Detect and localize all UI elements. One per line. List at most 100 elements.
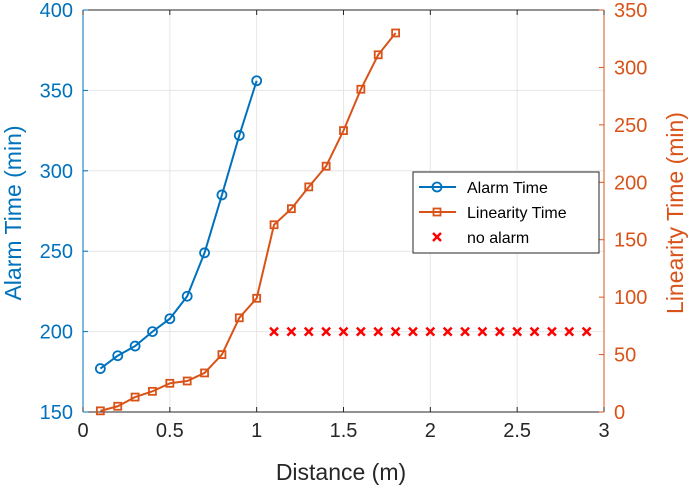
series-alarm-time bbox=[94, 75, 263, 374]
data-point bbox=[200, 368, 209, 378]
data-point bbox=[251, 75, 263, 87]
legend-alarm-label: Alarm Time bbox=[467, 180, 548, 197]
x-stroke bbox=[390, 326, 401, 337]
y-right-tick-label: 250 bbox=[614, 115, 647, 137]
data-point bbox=[529, 326, 540, 337]
x-stroke bbox=[547, 326, 557, 337]
legend: Alarm Time Linearity Time no alarm bbox=[412, 171, 600, 254]
x-tick-label: 0.5 bbox=[156, 420, 184, 442]
x-stroke bbox=[494, 326, 505, 337]
y-left-tick-label: 150 bbox=[40, 402, 73, 424]
data-point bbox=[460, 326, 470, 337]
tick-labels: 0 0.5 1 1.5 2 2.5 3 150 200 250 300 350 400 0 50 100 150… bbox=[40, 0, 648, 442]
data-point bbox=[130, 392, 140, 402]
y-right-tick-label: 300 bbox=[614, 57, 647, 79]
legend-linearity-marker bbox=[432, 207, 442, 217]
x-stroke bbox=[338, 326, 349, 337]
series-line-linearity-time bbox=[100, 32, 397, 412]
data-point bbox=[581, 326, 592, 337]
data-point bbox=[355, 326, 366, 337]
series-no-alarm bbox=[269, 326, 592, 337]
data-point bbox=[233, 130, 245, 141]
x-stroke bbox=[512, 326, 523, 337]
y-left-tick-label: 350 bbox=[40, 80, 73, 102]
x-stroke bbox=[408, 326, 418, 337]
y-axis-right-label: Linearity Time (min) bbox=[662, 112, 688, 314]
y-axis-left-label: Alarm Time (min) bbox=[0, 125, 26, 300]
x-tick-label: 0 bbox=[77, 420, 88, 442]
data-point bbox=[181, 290, 193, 302]
series bbox=[94, 28, 592, 416]
legend-no-alarm-label: no alarm bbox=[467, 230, 529, 247]
data-point bbox=[408, 326, 418, 337]
data-point bbox=[373, 326, 384, 337]
data-point bbox=[165, 378, 175, 388]
x-stroke bbox=[303, 326, 314, 337]
data-point bbox=[304, 182, 314, 192]
y-right-tick-label: 200 bbox=[614, 172, 647, 194]
data-point bbox=[373, 50, 383, 60]
x-stroke bbox=[373, 326, 384, 337]
data-point bbox=[95, 406, 105, 416]
data-point bbox=[182, 376, 192, 386]
y-left-tick-label: 400 bbox=[40, 0, 73, 22]
x-stroke bbox=[286, 326, 297, 337]
data-point bbox=[148, 386, 157, 396]
data-point bbox=[217, 350, 227, 359]
data-point bbox=[112, 350, 124, 362]
y-left-tick-label: 250 bbox=[40, 241, 73, 263]
data-point bbox=[391, 28, 401, 38]
y-right-tick-label: 350 bbox=[614, 0, 647, 22]
data-point bbox=[564, 326, 575, 337]
data-point bbox=[442, 326, 453, 337]
data-point bbox=[94, 363, 106, 374]
x-stroke bbox=[442, 326, 453, 337]
data-point bbox=[512, 326, 523, 337]
data-point bbox=[234, 313, 244, 323]
legend-alarm-marker bbox=[431, 181, 443, 193]
x-stroke bbox=[355, 326, 366, 337]
data-point bbox=[494, 326, 505, 337]
series-linearity-time bbox=[95, 28, 401, 416]
y-right-tick-label: 0 bbox=[614, 402, 625, 424]
data-point bbox=[321, 161, 331, 171]
data-point bbox=[390, 326, 401, 337]
data-point bbox=[286, 326, 297, 337]
axes bbox=[82, 9, 605, 413]
data-point bbox=[303, 326, 314, 337]
data-point bbox=[425, 326, 436, 337]
data-point bbox=[269, 326, 279, 337]
x-stroke bbox=[564, 326, 575, 337]
x-stroke bbox=[529, 326, 540, 337]
data-point bbox=[129, 340, 141, 352]
x-stroke bbox=[425, 326, 436, 337]
data-point bbox=[164, 313, 176, 325]
x-tick-label: 1 bbox=[251, 420, 262, 442]
legend-no-alarm-marker bbox=[432, 232, 442, 242]
data-point bbox=[338, 326, 349, 337]
data-point bbox=[321, 326, 332, 337]
x-stroke bbox=[581, 326, 592, 337]
data-point bbox=[356, 84, 366, 94]
x-tick-label: 2 bbox=[425, 420, 436, 442]
data-point bbox=[113, 401, 123, 411]
data-point bbox=[147, 326, 158, 338]
data-point bbox=[477, 326, 488, 337]
x-stroke bbox=[321, 326, 332, 337]
data-point bbox=[339, 126, 348, 135]
data-point bbox=[547, 326, 557, 337]
data-point bbox=[286, 204, 296, 214]
x-tick-label: 2.5 bbox=[503, 420, 531, 442]
series-line-alarm-time bbox=[99, 80, 258, 370]
x-tick-label: 3 bbox=[598, 420, 609, 442]
x-stroke bbox=[477, 326, 488, 337]
y-right-tick-label: 100 bbox=[614, 287, 647, 309]
x-stroke bbox=[460, 326, 470, 337]
y-left-tick-label: 300 bbox=[40, 161, 73, 183]
x-axis-label: Distance (m) bbox=[276, 459, 406, 485]
x-stroke bbox=[269, 326, 279, 337]
y-right-tick-label: 50 bbox=[614, 345, 636, 367]
y-right-tick-label: 150 bbox=[614, 230, 647, 252]
